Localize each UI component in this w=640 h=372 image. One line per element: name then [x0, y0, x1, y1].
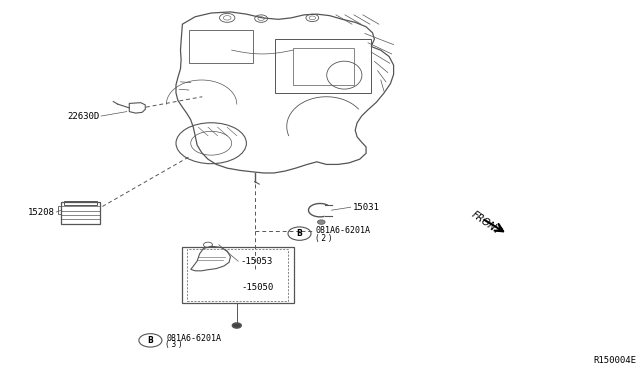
Text: -15050: -15050	[242, 283, 274, 292]
Text: 15208: 15208	[28, 208, 54, 217]
Text: 15031: 15031	[353, 203, 380, 212]
Bar	[275, 39, 371, 93]
Bar	[64, 201, 97, 205]
Text: 22630D: 22630D	[67, 112, 99, 121]
Circle shape	[317, 220, 325, 224]
Circle shape	[232, 323, 241, 328]
Text: R150004E: R150004E	[594, 356, 637, 365]
Bar	[187, 249, 288, 301]
Bar	[293, 48, 354, 85]
Text: 081A6-6201A: 081A6-6201A	[316, 226, 371, 235]
Bar	[182, 247, 294, 303]
Bar	[189, 30, 253, 63]
Text: B: B	[148, 336, 153, 345]
Text: ( 2 ): ( 2 )	[316, 234, 331, 243]
Text: -15053: -15053	[240, 257, 272, 266]
Text: B: B	[297, 229, 302, 238]
Text: FRONT: FRONT	[470, 209, 502, 236]
Text: ( 3 ): ( 3 )	[166, 340, 182, 349]
Bar	[61, 202, 100, 224]
Text: 081A6-6201A: 081A6-6201A	[166, 334, 221, 343]
